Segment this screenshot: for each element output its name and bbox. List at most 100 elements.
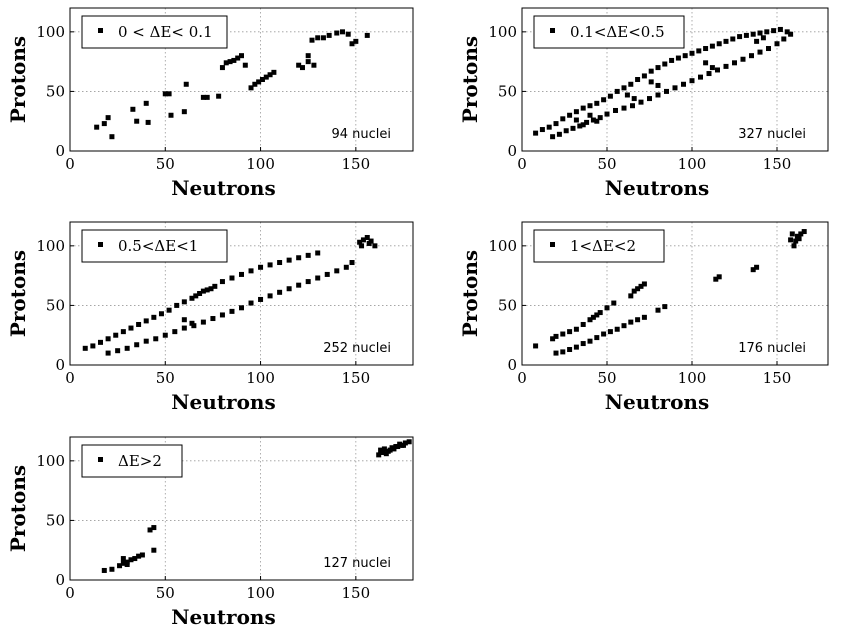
data-point [611,300,617,306]
x-tick-label: 50 [597,369,616,387]
data-point [94,124,100,130]
data-point [309,37,315,43]
data-point [113,332,119,338]
data-point [130,106,136,112]
data-point [136,553,142,559]
data-point [577,123,583,129]
data-point [647,96,652,102]
data-point [662,61,668,67]
data-point [567,347,573,353]
data-point [801,229,807,235]
data-point [210,316,216,322]
data-point [655,65,661,71]
data-point [796,236,802,242]
data-point [258,264,264,270]
data-point [638,99,644,105]
data-point [750,267,756,273]
data-point [252,81,258,87]
data-point [105,115,111,121]
data-point [662,304,668,310]
data-point [553,121,559,127]
data-point [698,74,703,80]
data-point [789,231,795,237]
data-point [267,72,273,78]
data-point [357,239,363,245]
data-point [732,60,737,66]
data-point [128,325,134,331]
data-point [139,552,145,558]
data-point [320,35,326,41]
legend-label: 0.5<ΔE<1 [118,237,198,255]
data-point [397,441,403,447]
data-point [584,119,590,125]
data-point [696,48,702,54]
y-axis-label: Protons [6,465,30,552]
data-point [296,282,302,288]
data-point [621,105,627,111]
data-point [235,55,241,61]
data-point [539,127,545,133]
data-point [200,319,206,325]
data-point [223,60,229,66]
data-point [553,333,559,339]
data-point [212,283,218,289]
y-tick-label: 100 [36,23,65,41]
data-point [560,116,566,122]
data-point [345,31,351,37]
y-axis-label: Protons [6,36,30,123]
x-tick-label: 100 [246,155,275,173]
y-tick-label: 50 [498,296,517,314]
legend-marker [98,242,103,247]
data-point [143,100,149,106]
nuclei-count-label: 127 nuclei [323,556,391,571]
data-point [573,326,579,332]
data-point [681,81,686,87]
data-point [231,57,237,63]
legend-marker [550,242,555,247]
data-point [594,118,600,124]
data-point [189,320,195,326]
data-point [136,321,142,327]
data-point [166,307,172,313]
data-point [258,296,264,302]
data-point [730,36,736,42]
data-point [271,69,277,75]
data-point [631,96,637,102]
data-point [594,100,600,106]
data-point [621,323,627,329]
x-tick-label: 150 [763,369,792,387]
data-point [570,125,576,131]
data-point [359,243,365,249]
data-point [682,53,688,59]
data-point [174,302,180,308]
data-point [219,65,225,71]
data-point [706,71,712,77]
nuclei-count-label: 252 nuclei [323,341,391,356]
data-point [181,317,187,323]
data-point [326,32,332,38]
x-axis-label: Neutrons [605,176,709,200]
data-point [713,276,719,282]
plot-frame [69,7,414,152]
data-point [372,243,378,249]
x-tick-label: 150 [342,155,371,173]
data-point [587,103,593,109]
data-point [315,35,321,41]
data-point [594,312,600,318]
data-point [556,131,562,137]
data-point [259,77,265,82]
chart-panel-1: 0 50 100 150 0 50 100 Neutrons Protons 0 < ΔE< 0.… [6,7,414,200]
x-tick-label: 0 [517,369,527,387]
legend-box [81,15,228,49]
legend-box [533,229,665,263]
data-point [183,81,189,87]
x-tick-label: 0 [65,155,75,173]
y-tick-label: 0 [55,142,65,160]
data-point [757,30,763,36]
data-point [664,88,669,94]
data-point [703,46,709,52]
data-point [120,329,126,335]
data-point [172,329,178,335]
data-point [267,262,273,268]
data-point [614,88,620,94]
